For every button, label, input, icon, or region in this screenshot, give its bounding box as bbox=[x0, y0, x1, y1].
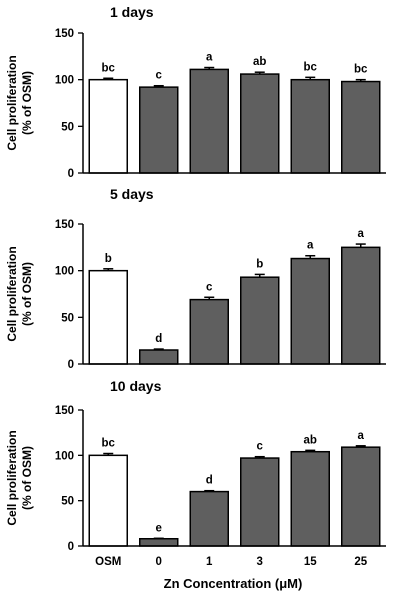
significance-letter: d bbox=[206, 475, 213, 487]
significance-letter: bc bbox=[354, 64, 368, 76]
y-axis-label: (% of OSM) bbox=[20, 71, 34, 135]
y-tick-label: 100 bbox=[55, 75, 74, 87]
bar bbox=[240, 276, 280, 365]
significance-letter: e bbox=[156, 522, 162, 534]
bar bbox=[189, 298, 229, 365]
y-tick-label: 50 bbox=[61, 496, 74, 508]
x-tick-label: 0 bbox=[156, 556, 162, 568]
bar bbox=[240, 73, 280, 174]
bar bbox=[139, 86, 179, 174]
x-tick-label: 3 bbox=[257, 556, 263, 568]
bar bbox=[88, 454, 128, 547]
y-tick-label: 0 bbox=[68, 359, 74, 371]
significance-letter: ab bbox=[304, 434, 317, 446]
bar bbox=[290, 450, 330, 547]
significance-letter: c bbox=[257, 441, 264, 453]
significance-letter: a bbox=[358, 228, 365, 240]
significance-letter: bc bbox=[102, 438, 116, 450]
y-axis-label: Cell proliferation bbox=[5, 430, 19, 525]
y-axis-label: Cell proliferation bbox=[5, 55, 19, 150]
significance-letter: bc bbox=[304, 61, 318, 73]
y-tick-label: 150 bbox=[55, 219, 74, 231]
bar bbox=[341, 246, 381, 365]
y-axis-label: (% of OSM) bbox=[20, 446, 34, 510]
significance-letter: a bbox=[206, 52, 213, 64]
chart-title: 5 days bbox=[110, 186, 154, 202]
bar bbox=[88, 78, 128, 174]
y-tick-label: 50 bbox=[61, 121, 74, 133]
bar bbox=[341, 446, 381, 547]
x-tick-label: OSM bbox=[95, 556, 121, 568]
x-tick-label: 1 bbox=[206, 556, 213, 568]
bar bbox=[139, 537, 179, 547]
bar bbox=[189, 68, 229, 174]
chart-panel-1: 5 days Cell proliferation (% of OSM) 0 50 100… bbox=[5, 186, 386, 371]
significance-letter: ab bbox=[253, 56, 266, 68]
significance-letter: a bbox=[358, 430, 365, 442]
y-tick-label: 150 bbox=[55, 405, 74, 417]
x-tick-label: 15 bbox=[304, 556, 317, 568]
significance-letter: a bbox=[307, 240, 314, 252]
bar bbox=[88, 269, 128, 365]
significance-letter: c bbox=[156, 70, 163, 82]
bar bbox=[189, 490, 229, 547]
x-axis-title: Zn Concentration (μM) bbox=[164, 576, 303, 591]
bar bbox=[290, 78, 330, 174]
chart-panel-0: 1 days Cell proliferation (% of OSM) 0 50 100… bbox=[5, 4, 386, 180]
significance-letter: d bbox=[155, 333, 162, 345]
y-tick-label: 100 bbox=[55, 450, 74, 462]
y-tick-label: 0 bbox=[68, 168, 74, 180]
y-tick-label: 50 bbox=[61, 312, 74, 324]
y-tick-label: 150 bbox=[55, 28, 74, 40]
bar bbox=[139, 349, 179, 365]
y-tick-label: 100 bbox=[55, 266, 74, 278]
bar bbox=[341, 80, 381, 174]
x-tick-label: 25 bbox=[354, 556, 367, 568]
significance-letter: c bbox=[206, 281, 213, 293]
chart-title: 10 days bbox=[110, 378, 162, 394]
y-axis-label: Cell proliferation bbox=[5, 246, 19, 341]
significance-letter: b bbox=[105, 253, 112, 265]
bar bbox=[290, 257, 330, 365]
significance-letter: b bbox=[256, 258, 263, 270]
y-tick-label: 0 bbox=[68, 541, 74, 553]
y-axis-label: (% of OSM) bbox=[20, 262, 34, 326]
significance-letter: bc bbox=[102, 62, 116, 74]
chart-title: 1 days bbox=[110, 4, 154, 20]
bar bbox=[240, 457, 280, 547]
